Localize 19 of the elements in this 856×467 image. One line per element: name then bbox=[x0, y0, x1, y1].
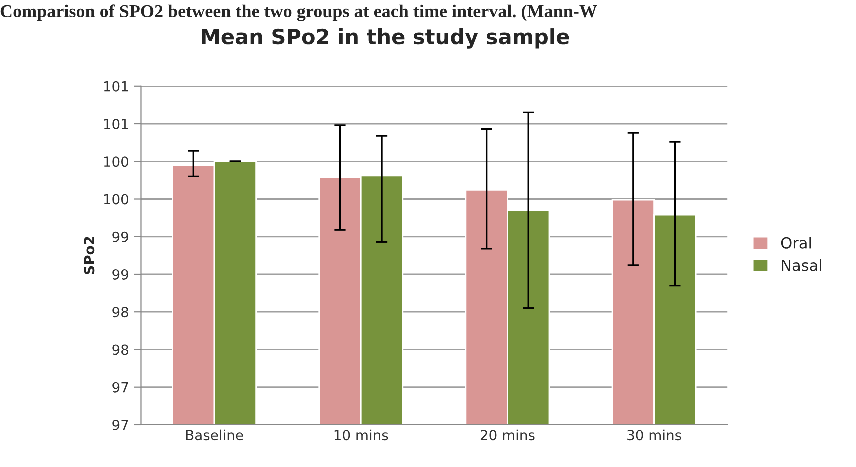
legend-label: Oral bbox=[781, 237, 812, 249]
y-tick-label: 101 bbox=[104, 118, 128, 130]
legend-label: Nasal bbox=[782, 260, 822, 272]
x-tick-label: 10 mins bbox=[334, 430, 388, 441]
text: Comparison of SPO2 between the two groups at each time interval. (Mann-W bbox=[0, 4, 598, 22]
y-tick-label: 99 bbox=[112, 232, 128, 242]
x-tick-label: 30 mins bbox=[628, 430, 682, 441]
y-tick-label: 97 bbox=[112, 382, 128, 393]
y-axis-title: SPo2 bbox=[84, 237, 95, 274]
y-tick-label: 97 bbox=[112, 420, 128, 430]
chart-title: Mean SPo2 in the study sample bbox=[202, 28, 570, 49]
x-tick-label: 20 mins bbox=[480, 430, 535, 441]
y-tick-label: 100 bbox=[104, 156, 129, 168]
y-tick-label: 98 bbox=[112, 307, 128, 318]
y-tick-label: 101 bbox=[104, 81, 128, 92]
y-tick-label: 98 bbox=[112, 344, 128, 356]
x-tick-label: Baseline bbox=[186, 430, 244, 441]
y-tick-label: 100 bbox=[104, 194, 129, 205]
y-tick-label: 99 bbox=[112, 269, 128, 280]
